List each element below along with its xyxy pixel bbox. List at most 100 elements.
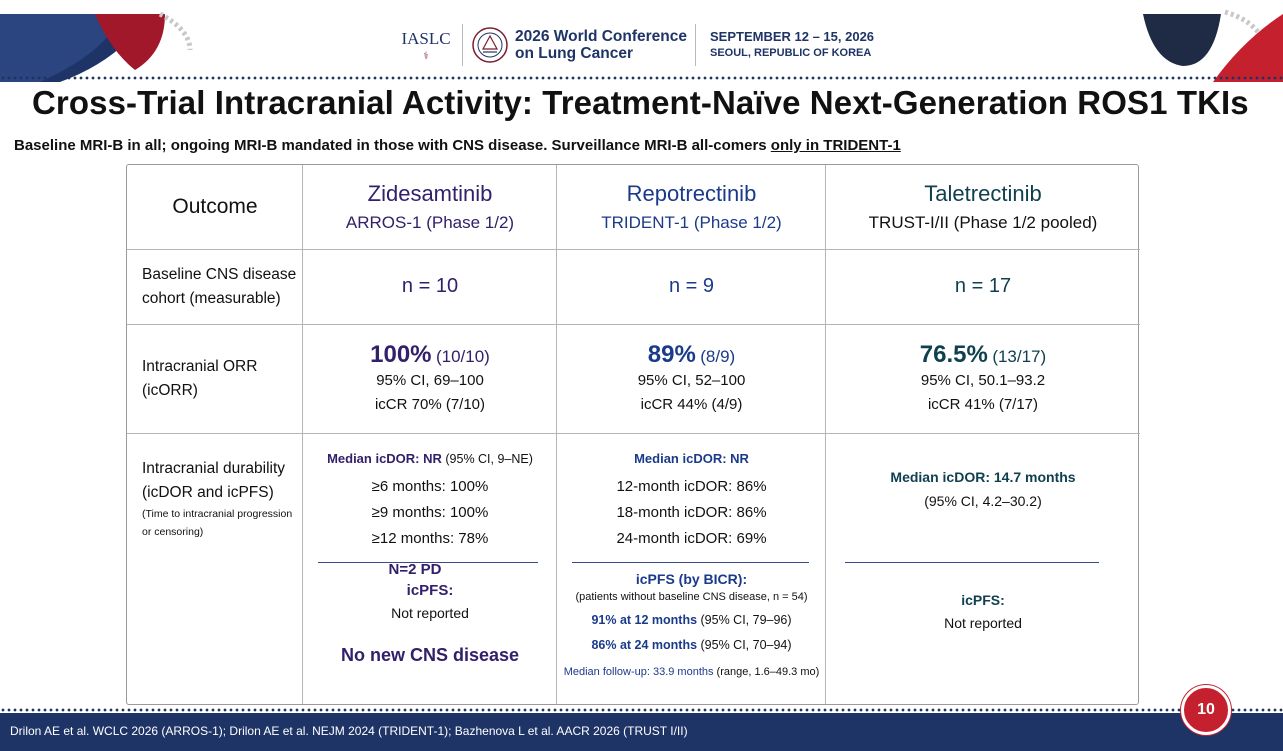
icpfs-12mo-ci: (95% CI, 79–96) — [697, 613, 792, 627]
cohort-n-zidesamtinib: n = 10 — [401, 275, 459, 297]
icdor-median-ci-zidesamtinib: (95% CI, 9–NE) — [441, 452, 533, 466]
iaslc-logo: IASLC ⚕ — [398, 29, 454, 62]
header-band: IASLC ⚕ 2026 World Conference on Lung Ca… — [0, 0, 1283, 82]
icdor-12mo-repotrectinib: 12-month icDOR: 86% — [616, 478, 767, 495]
header-cell-repotrectinib: Repotrectinib TRIDENT-1 (Phase 1/2) — [557, 165, 826, 249]
row-label-orr: Intracranial ORR (icORR) — [142, 324, 302, 433]
divider-repotrectinib — [572, 562, 809, 563]
conference-date-range: SEPTEMBER 12 – 15, 2026 — [710, 29, 875, 44]
comparison-table: Outcome Zidesamtinib ARROS-1 (Phase 1/2)… — [126, 164, 1140, 705]
header-cell-outcome: Outcome — [127, 165, 303, 249]
row-label-durability: Intracranial durability (icDOR and icPFS… — [142, 457, 302, 547]
durability-cell-zidesamtinib: Median icDOR: NR (95% CI, 9–NE) ≥6 month… — [303, 447, 557, 547]
orr-ci-zidesamtinib: 95% CI, 69–100 — [376, 371, 484, 389]
slide-subtitle: Baseline MRI-B in all; ongoing MRI-B man… — [14, 137, 901, 154]
conference-logo-row: IASLC ⚕ 2026 World Conference on Lung Ca… — [398, 20, 874, 70]
decorative-corner-left — [0, 0, 220, 82]
slide-title: Cross-Trial Intracranial Activity: Treat… — [32, 84, 1249, 121]
orr-cell-repotrectinib: 89% (8/9) 95% CI, 52–100 icCR 44% (4/9) — [557, 324, 826, 433]
cohort-cell-zidesamtinib: n = 10 — [303, 249, 557, 324]
drug-name-zidesamtinib: Zidesamtinib — [367, 181, 493, 206]
orr-cell-zidesamtinib: 100% (10/10) 95% CI, 69–100 icCR 70% (7/… — [303, 324, 557, 433]
divider-taletrectinib — [845, 562, 1099, 563]
header-cell-zidesamtinib: Zidesamtinib ARROS-1 (Phase 1/2) — [303, 165, 557, 249]
footer-citation: Drilon AE et al. WCLC 2026 (ARROS-1); Dr… — [10, 724, 688, 738]
orr-frac-zidesamtinib: (10/10) — [435, 346, 490, 366]
icdor-9mo-zidesamtinib: ≥9 months: 100% — [371, 504, 489, 521]
outcome-header: Outcome — [172, 195, 258, 218]
orr-cell-taletrectinib: 76.5% (13/17) 95% CI, 50.1–93.2 icCR 41%… — [826, 324, 1140, 433]
orr-cr-taletrectinib: icCR 41% (7/17) — [927, 395, 1039, 413]
durability-label-line2: (icDOR and icPFS) — [142, 484, 274, 501]
orr-label-line2: (icORR) — [142, 381, 198, 399]
durability-label-line1: Intracranial durability — [142, 460, 286, 477]
column-outcome — [127, 165, 303, 704]
icdor-ci-taletrectinib: (95% CI, 4.2–30.2) — [924, 493, 1042, 509]
orr-value-repotrectinib: 89% (8/9) — [648, 341, 735, 369]
row-divider — [127, 433, 1140, 434]
orr-cr-repotrectinib: icCR 44% (4/9) — [640, 395, 743, 413]
icdor-median-zidesamtinib: Median icDOR: NR (95% CI, 9–NE) — [327, 447, 533, 471]
icpfs-not-reported-taletrectinib: Not reported — [944, 615, 1022, 631]
follow-up-value: Median follow-up: 33.9 months — [563, 666, 714, 678]
orr-cr-zidesamtinib: icCR 70% (7/10) — [374, 395, 486, 413]
icpfs-24mo-repotrectinib: 86% at 24 months (95% CI, 70–94) — [591, 634, 791, 657]
column-repotrectinib — [557, 165, 826, 704]
subtitle-main: Baseline MRI-B in all; ongoing MRI-B man… — [14, 137, 771, 154]
header-dotted-line — [0, 76, 1283, 80]
icpfs-label-zidesamtinib: icPFS: — [406, 582, 454, 599]
logo-separator — [462, 24, 463, 66]
trial-name-arros1: ARROS-1 (Phase 1/2) — [345, 213, 515, 232]
conference-title: 2026 World Conference on Lung Cancer — [509, 28, 687, 62]
cohort-n-repotrectinib: n = 9 — [668, 275, 715, 297]
icpfs-cell-repotrectinib: icPFS (by BICR): (patients without basel… — [557, 569, 826, 699]
orr-value-zidesamtinib: 100% (10/10) — [370, 341, 490, 369]
icdor-median-repotrectinib: Median icDOR: NR — [634, 451, 749, 466]
footer-dotted-line — [0, 708, 1283, 712]
orr-frac-taletrectinib: (13/17) — [992, 346, 1047, 366]
durability-note-line2: or censoring) — [142, 526, 204, 538]
median-follow-up-repotrectinib: Median follow-up: 33.9 months (range, 1.… — [564, 661, 820, 683]
conference-title-line1: 2026 World Conference — [515, 28, 687, 45]
cohort-cell-repotrectinib: n = 9 — [557, 249, 826, 324]
no-new-cns-disease: No new CNS disease — [340, 645, 520, 665]
durability-cell-taletrectinib: Median icDOR: 14.7 months (95% CI, 4.2–3… — [826, 465, 1140, 535]
drug-name-repotrectinib: Repotrectinib — [626, 181, 757, 206]
page-number-badge: 10 — [1181, 685, 1231, 735]
icpfs-label-taletrectinib: icPFS: — [961, 592, 1005, 608]
logo-separator-2 — [695, 24, 696, 66]
footer-bar: Drilon AE et al. WCLC 2026 (ARROS-1); Dr… — [0, 713, 1283, 751]
icdor-median-label-zidesamtinib: Median icDOR: NR — [327, 451, 442, 466]
conference-location: SEOUL, REPUBLIC OF KOREA — [710, 47, 872, 59]
drug-name-taletrectinib: Taletrectinib — [924, 181, 1042, 206]
header-cell-taletrectinib: Taletrectinib TRUST-I/II (Phase 1/2 pool… — [826, 165, 1140, 249]
cohort-label-line1: Baseline CNS disease — [142, 265, 297, 283]
cohort-n-taletrectinib: n = 17 — [954, 275, 1012, 297]
pd-count-zidesamtinib: N=2 PD — [388, 561, 442, 578]
orr-frac-repotrectinib: (8/9) — [700, 346, 736, 366]
icdor-18mo-repotrectinib: 18-month icDOR: 86% — [616, 504, 767, 521]
icpfs-24mo-value: 86% at 24 months — [591, 638, 698, 652]
follow-up-range: (range, 1.6–49.3 mo) — [713, 666, 820, 678]
icpfs-24mo-ci: (95% CI, 70–94) — [697, 638, 792, 652]
icpfs-not-reported-zidesamtinib: Not reported — [391, 605, 469, 621]
trial-name-trident1: TRIDENT-1 (Phase 1/2) — [601, 213, 782, 232]
icdor-24mo-repotrectinib: 24-month icDOR: 69% — [616, 530, 767, 547]
row-label-cohort: Baseline CNS disease cohort (measurable) — [142, 249, 302, 324]
icpfs-12mo-repotrectinib: 91% at 12 months (95% CI, 79–96) — [591, 609, 791, 632]
icdor-6mo-zidesamtinib: ≥6 months: 100% — [371, 478, 489, 495]
trial-name-trust: TRUST-I/II (Phase 1/2 pooled) — [868, 213, 1098, 232]
divider-zidesamtinib — [318, 562, 538, 563]
icpfs-note-repotrectinib: (patients without baseline CNS disease, … — [575, 591, 808, 603]
column-zidesamtinib — [303, 165, 557, 704]
durability-note-line1: (Time to intracranial progression — [142, 508, 293, 520]
subtitle-underlined: only in TRIDENT-1 — [770, 137, 901, 154]
orr-ci-repotrectinib: 95% CI, 52–100 — [637, 371, 746, 389]
conference-dates: SEPTEMBER 12 – 15, 2026 SEOUL, REPUBLIC … — [710, 29, 874, 61]
row-divider — [127, 324, 1140, 325]
orr-label-line1: Intracranial ORR — [142, 357, 258, 375]
durability-cell-repotrectinib: Median icDOR: NR 12-month icDOR: 86% 18-… — [557, 447, 826, 547]
conference-title-line2: on Lung Cancer — [515, 45, 633, 62]
icpfs-cell-taletrectinib: icPFS: Not reported — [826, 589, 1140, 639]
icpfs-cell-zidesamtinib: N=2 PD icPFS: Not reported No new CNS di… — [303, 559, 557, 699]
